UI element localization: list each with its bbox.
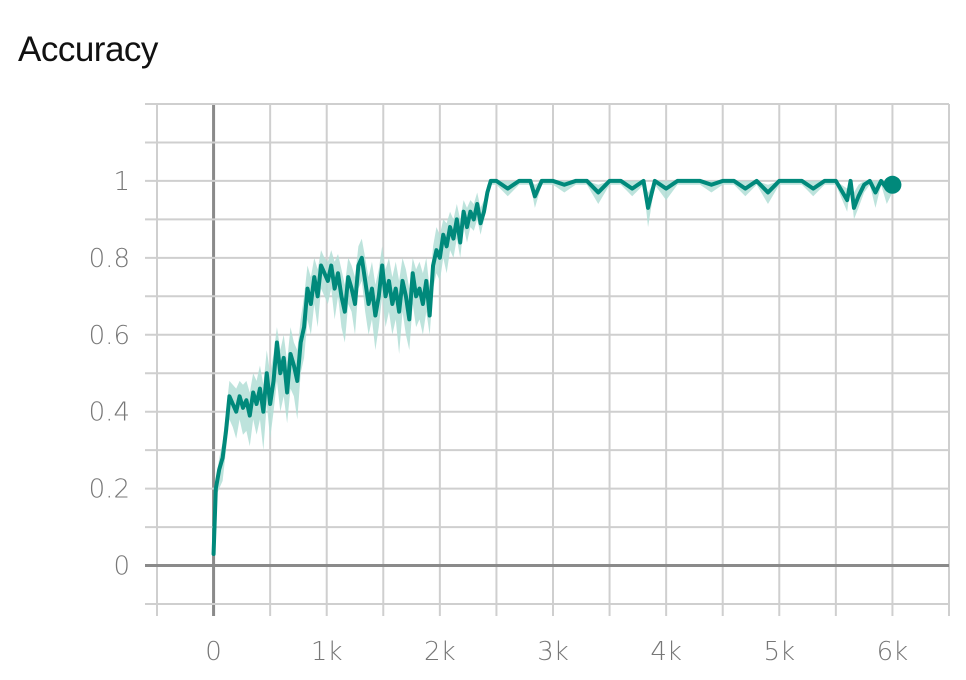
x-tick-label: 1k bbox=[311, 637, 343, 667]
y-tick-label: 0 bbox=[113, 552, 130, 582]
x-tick-label: 6k bbox=[877, 637, 909, 667]
x-tick-label: 5k bbox=[763, 637, 795, 667]
series-endpoint bbox=[883, 175, 902, 194]
y-tick-label: 1 bbox=[113, 167, 130, 197]
x-tick-label: 4k bbox=[650, 637, 682, 667]
x-tick-label: 2k bbox=[424, 637, 456, 667]
y-tick-label: 0.8 bbox=[89, 244, 130, 274]
series-line bbox=[211, 175, 902, 556]
y-tick-label: 0.2 bbox=[89, 475, 130, 505]
chart-title: Accuracy bbox=[18, 30, 158, 69]
grid bbox=[145, 103, 950, 616]
series-polyline bbox=[211, 178, 895, 556]
y-tick-label: 0.4 bbox=[89, 398, 130, 428]
x-tick-label: 0 bbox=[205, 637, 222, 667]
y-tick-label: 0.6 bbox=[89, 321, 130, 351]
y-axis-ticks: 0 0.2 0.4 0.6 0.8 1 bbox=[89, 167, 130, 582]
x-tick-label: 3k bbox=[537, 637, 569, 667]
x-axis-ticks: 0 1k 2k 3k 4k 5k 6k bbox=[205, 637, 908, 667]
